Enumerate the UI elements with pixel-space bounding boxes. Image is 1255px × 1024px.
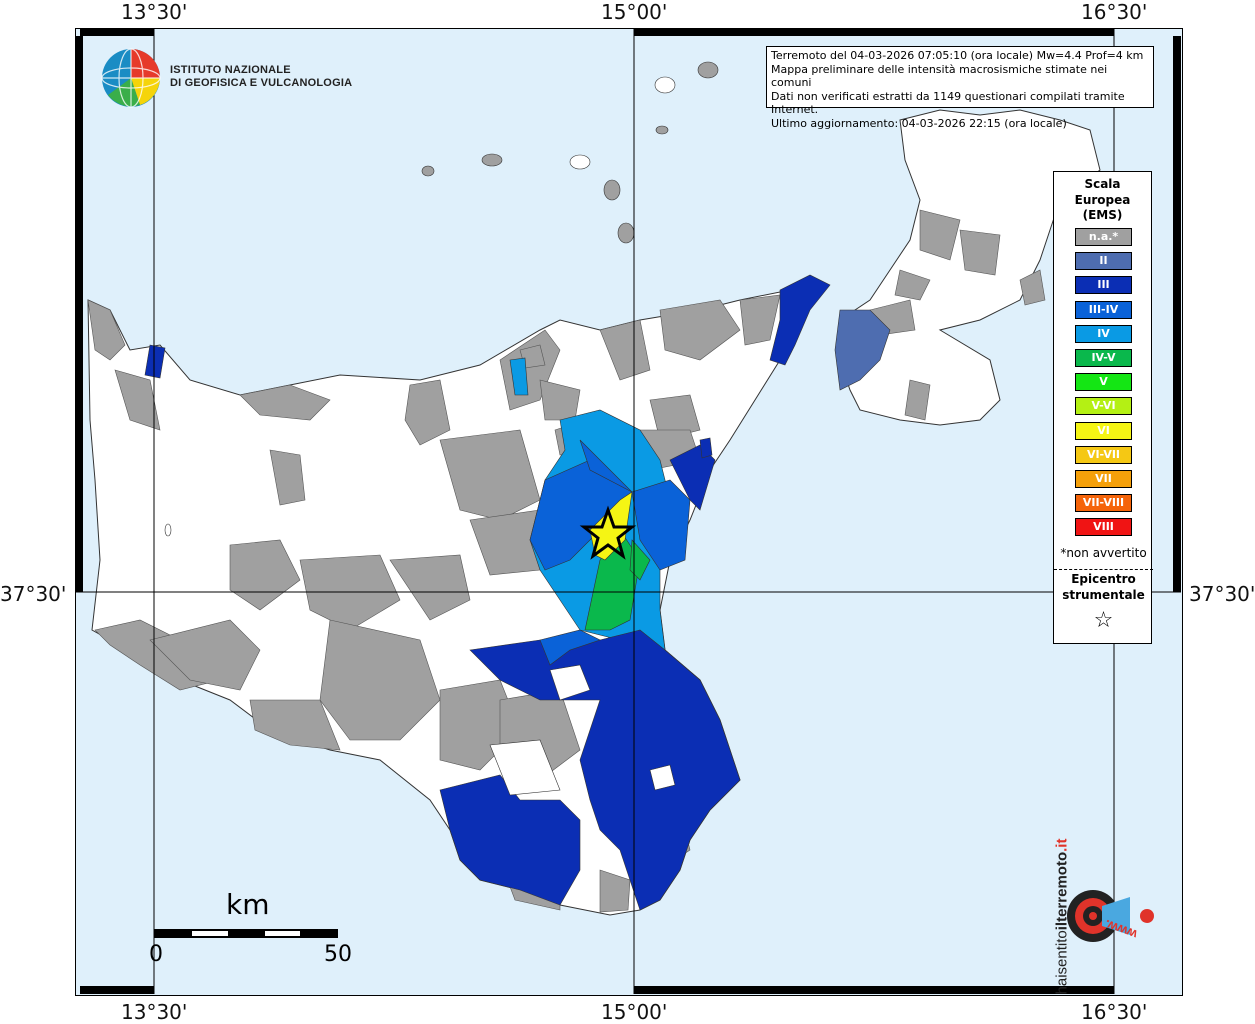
tyrrhenian-IV <box>509 357 529 396</box>
legend-swatch: II <box>1075 252 1132 271</box>
ingv-logo-line2: DI GEOFISICA E VULCANOLOGIA <box>170 77 353 89</box>
lon-label-bottom-2: 15°00' <box>601 1000 668 1024</box>
lon-label-top-1: 13°30' <box>121 0 188 24</box>
legend-swatch: VII <box>1075 470 1132 488</box>
haisentito-text-1: haisentito <box>1053 930 1071 995</box>
legend-swatch: III-IV <box>1075 300 1132 319</box>
ingv-logo-text: ISTITUTO NAZIONALE DI GEOFISICA E VULCAN… <box>170 64 352 90</box>
intensity-legend: Scala Europea (EMS) n.a.* II III III-IV IV IV… <box>1053 171 1153 644</box>
haisentito-text-3: .it <box>1053 838 1071 852</box>
legend-swatch: IV <box>1075 324 1132 343</box>
calabria-grey <box>869 209 1046 421</box>
haisentito-logo <box>1067 890 1154 942</box>
haisentito-text-2: ilterremoto <box>1053 851 1071 931</box>
epicenter-star <box>579 505 637 560</box>
ingv-logo-line1: ISTITUTO NAZIONALE <box>170 64 291 76</box>
legend-swatch: V-VI <box>1075 397 1132 416</box>
aeolian-islands-white <box>569 76 676 170</box>
map-border-ticks <box>75 28 1181 994</box>
legend-title-line3: (EMS) <box>1082 208 1123 222</box>
legend-title-line2: Europea <box>1074 192 1131 207</box>
legend-swatch: n.a.* <box>1075 228 1132 246</box>
legend-title-line1: Scala <box>1084 177 1121 191</box>
scale-bar <box>154 929 338 938</box>
tyrrhenian-III <box>144 344 166 379</box>
legend-epicenter-line2: strumentale <box>1062 587 1145 602</box>
lon-label-bottom-3: 16°30' <box>1081 1000 1148 1024</box>
legend-swatch: III <box>1075 276 1132 295</box>
aeolian-islands <box>421 61 719 244</box>
legend-separator <box>1054 569 1153 570</box>
haisentito-text: haisentitoilterremoto.it www. <box>1036 839 1166 995</box>
legend-note: *non avvertito <box>1060 546 1147 560</box>
etna-intensity-area <box>529 409 716 651</box>
event-info-line3: Dati non verificati estratti da 1149 que… <box>771 89 1125 117</box>
haisentito-text-4: www. <box>1102 916 1140 943</box>
legend-swatch: V <box>1075 373 1132 392</box>
event-info-line2: Mappa preliminare delle intensità macros… <box>771 62 1108 90</box>
legend-swatch: VII-VIII <box>1075 494 1132 513</box>
lat-label-right: 37°30' <box>1189 582 1255 606</box>
reggio-area-II <box>834 309 891 391</box>
legend-swatch: VI-VII <box>1075 445 1132 464</box>
lon-label-top-2: 15°00' <box>601 0 668 24</box>
legend-swatch: VI <box>1075 421 1132 440</box>
event-info-line4: Ultimo aggiornamento: 04-03-2026 22:15 (… <box>771 116 1067 130</box>
southeast-III <box>439 629 741 911</box>
legend-epicenter-label: Epicentro strumentale <box>1054 572 1153 603</box>
legend-star-icon: ☆ <box>1093 608 1114 633</box>
legend-swatch: VIII <box>1075 518 1132 537</box>
scale-start: 0 <box>149 942 163 967</box>
legend-epicenter-line1: Epicentro <box>1071 572 1136 586</box>
lon-label-bottom-1: 13°30' <box>121 1000 188 1024</box>
legend-title: Scala Europea (EMS) <box>1054 177 1151 224</box>
lat-label-left: 37°30' <box>0 582 67 606</box>
event-info-line1: Terremoto del 04-03-2026 07:05:10 (ora l… <box>771 49 1144 62</box>
legend-swatch: IV-V <box>1075 349 1132 367</box>
scale-unit: km <box>226 888 270 921</box>
event-info-box: Terremoto del 04-03-2026 07:05:10 (ora l… <box>766 46 1154 130</box>
ingv-globe-icon <box>101 48 161 108</box>
scale-end: 50 <box>324 942 352 967</box>
lon-label-top-3: 16°30' <box>1081 0 1148 24</box>
messina-III <box>769 274 831 366</box>
